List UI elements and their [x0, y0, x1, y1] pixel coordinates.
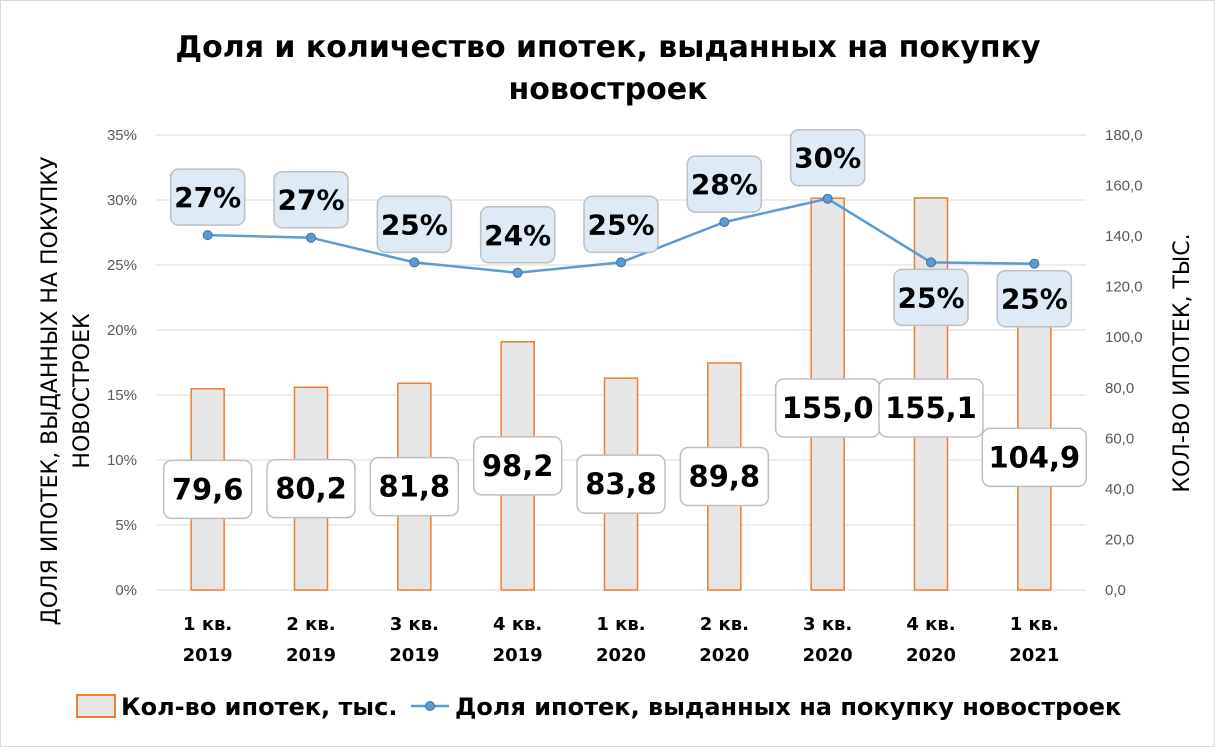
x-axis-tick-label-quarter: 3 кв. — [390, 614, 439, 635]
line-label-box — [686, 155, 763, 213]
bar-label: 80,2 — [275, 472, 347, 506]
right-axis-title: КОЛ-ВО ИПОТЕК, ТЫС. — [1170, 233, 1195, 492]
line-point — [202, 230, 213, 241]
bar-label-box — [981, 427, 1088, 488]
line-label: 25% — [1001, 283, 1068, 316]
line-label-box — [376, 195, 453, 254]
left-axis-tick-label: 35% — [107, 127, 137, 144]
line-label: 25% — [381, 208, 448, 241]
right-axis-tick-label: 160,0 — [1105, 178, 1143, 195]
line-point — [616, 257, 626, 268]
line-label: 27% — [277, 184, 344, 217]
right-axis-tick-label: 180,0 — [1105, 127, 1143, 144]
x-axis-tick-label-quarter: 3 кв. — [803, 614, 852, 635]
right-axis-tick-label: 100,0 — [1105, 329, 1143, 346]
bar-label: 79,6 — [172, 472, 244, 506]
bar-label: 83,8 — [585, 467, 657, 501]
x-axis-tick-label-quarter: 1 кв. — [1010, 614, 1059, 635]
line-label-box — [169, 168, 246, 226]
bar-label-box — [266, 458, 356, 519]
legend-bar-label: Кол-во ипотек, тыс. — [121, 693, 397, 721]
x-axis-tick-label-year: 2020 — [803, 645, 853, 666]
legend-bar-swatch — [76, 694, 116, 718]
line-label-box — [996, 269, 1073, 328]
x-axis-ticks: 1 кв. 2019 2 кв. 2019 3 кв. 2019 4 кв. 2019 1 кв… — [183, 614, 1060, 666]
bar-label-box — [369, 456, 460, 517]
bar-label-box — [162, 459, 253, 520]
left-axis-tick-label: 25% — [107, 257, 137, 274]
bar-label-box — [576, 454, 666, 514]
left-axis-title-line-1: ДОЛЯ ИПОТЕК, ВЫДАННЫХ НА ПОКУПКУ — [38, 156, 63, 626]
line-label-box — [583, 195, 659, 254]
left-axis-ticks: 0% 5% 10% 15% 20% 25% 30% 35% — [107, 127, 137, 599]
x-axis-tick-label-year: 2020 — [596, 645, 646, 666]
x-axis-tick-label-year: 2019 — [183, 645, 233, 666]
right-axis-tick-label: 80,0 — [1105, 380, 1134, 397]
x-axis-tick-label-quarter: 4 кв. — [906, 614, 955, 635]
x-axis-tick-label-year: 2020 — [699, 645, 749, 666]
line-point — [512, 267, 523, 278]
x-axis-tick-label-year: 2019 — [389, 645, 439, 666]
bar-label: 89,8 — [689, 460, 761, 494]
line-label-box — [479, 206, 556, 264]
chart-title-line-1: Доля и количество ипотек, выданных на по… — [175, 30, 1041, 65]
bar-label-box — [679, 446, 770, 507]
x-axis-tick-label-quarter: 1 кв. — [183, 614, 232, 635]
line-label: 24% — [484, 219, 551, 252]
right-axis-tick-label: 20,0 — [1105, 531, 1134, 548]
line-point — [926, 257, 936, 268]
bar-label: 155,1 — [885, 391, 977, 425]
right-axis-tick-label: 0,0 — [1105, 582, 1126, 599]
line-point — [306, 232, 316, 243]
line-label: 30% — [794, 142, 861, 175]
line-point — [409, 257, 420, 268]
left-axis-tick-label: 20% — [107, 322, 137, 339]
x-axis-tick-label-quarter: 2 кв. — [286, 614, 335, 635]
x-axis-tick-label-quarter: 4 кв. — [493, 614, 542, 635]
left-axis-tick-label: 10% — [107, 452, 137, 469]
right-axis-tick-label: 40,0 — [1105, 481, 1134, 498]
x-axis-tick-label-year: 2021 — [1009, 645, 1059, 666]
bar-label: 155,0 — [782, 391, 874, 425]
x-axis-tick-label-year: 2019 — [493, 645, 543, 666]
line-label: 28% — [691, 168, 758, 201]
line-label: 27% — [174, 181, 241, 214]
legend: Кол-во ипотек, тыс. Доля ипотек, выданны… — [76, 693, 1121, 721]
right-axis-tick-label: 120,0 — [1105, 279, 1143, 296]
left-axis-tick-label: 30% — [107, 192, 137, 209]
line-series — [202, 193, 1040, 278]
legend-line-label: Доля ипотек, выданных на покупку новостр… — [455, 693, 1121, 721]
bar-label: 104,9 — [988, 440, 1080, 474]
legend-line-marker — [425, 701, 435, 711]
line-label: 25% — [897, 281, 964, 314]
x-axis-tick-label-quarter: 1 кв. — [596, 614, 645, 635]
left-axis-tick-label: 0% — [115, 582, 137, 599]
left-axis-tick-label: 5% — [115, 517, 137, 534]
line-point — [1029, 258, 1040, 269]
chart-title-line-2: новостроек — [509, 72, 708, 107]
left-axis-tick-label: 15% — [107, 387, 137, 404]
x-axis-tick-label-year: 2020 — [906, 645, 956, 666]
line-point — [719, 217, 730, 228]
x-axis-tick-label-quarter: 2 кв. — [700, 614, 749, 635]
left-axis-title-line-2: НОВОСТРОЕК — [70, 313, 95, 469]
line-data-labels: 27% 27% 25% 24% 25% 28% 30% 25% 25% — [169, 128, 1073, 328]
bar-label-box — [878, 378, 984, 438]
bar-label: 81,8 — [379, 470, 451, 504]
right-axis-ticks: 0,0 20,0 40,0 60,0 80,0 100,0 120,0 140,0 160,0 1… — [1105, 127, 1143, 599]
line-label: 25% — [587, 208, 654, 241]
right-axis-tick-label: 60,0 — [1105, 430, 1134, 447]
x-axis-tick-label-year: 2019 — [286, 645, 336, 666]
right-axis-tick-label: 140,0 — [1105, 228, 1143, 245]
bar-label: 98,2 — [482, 449, 554, 483]
bar-data-labels: 79,6 80,2 81,8 98,2 83,8 89,8 155,0 155,1 104,9 — [162, 378, 1088, 520]
line-label-box — [789, 128, 866, 187]
line-point — [822, 193, 833, 204]
line-label-box — [273, 170, 349, 229]
line-label-box — [893, 268, 969, 327]
bar-label-box — [472, 436, 563, 496]
